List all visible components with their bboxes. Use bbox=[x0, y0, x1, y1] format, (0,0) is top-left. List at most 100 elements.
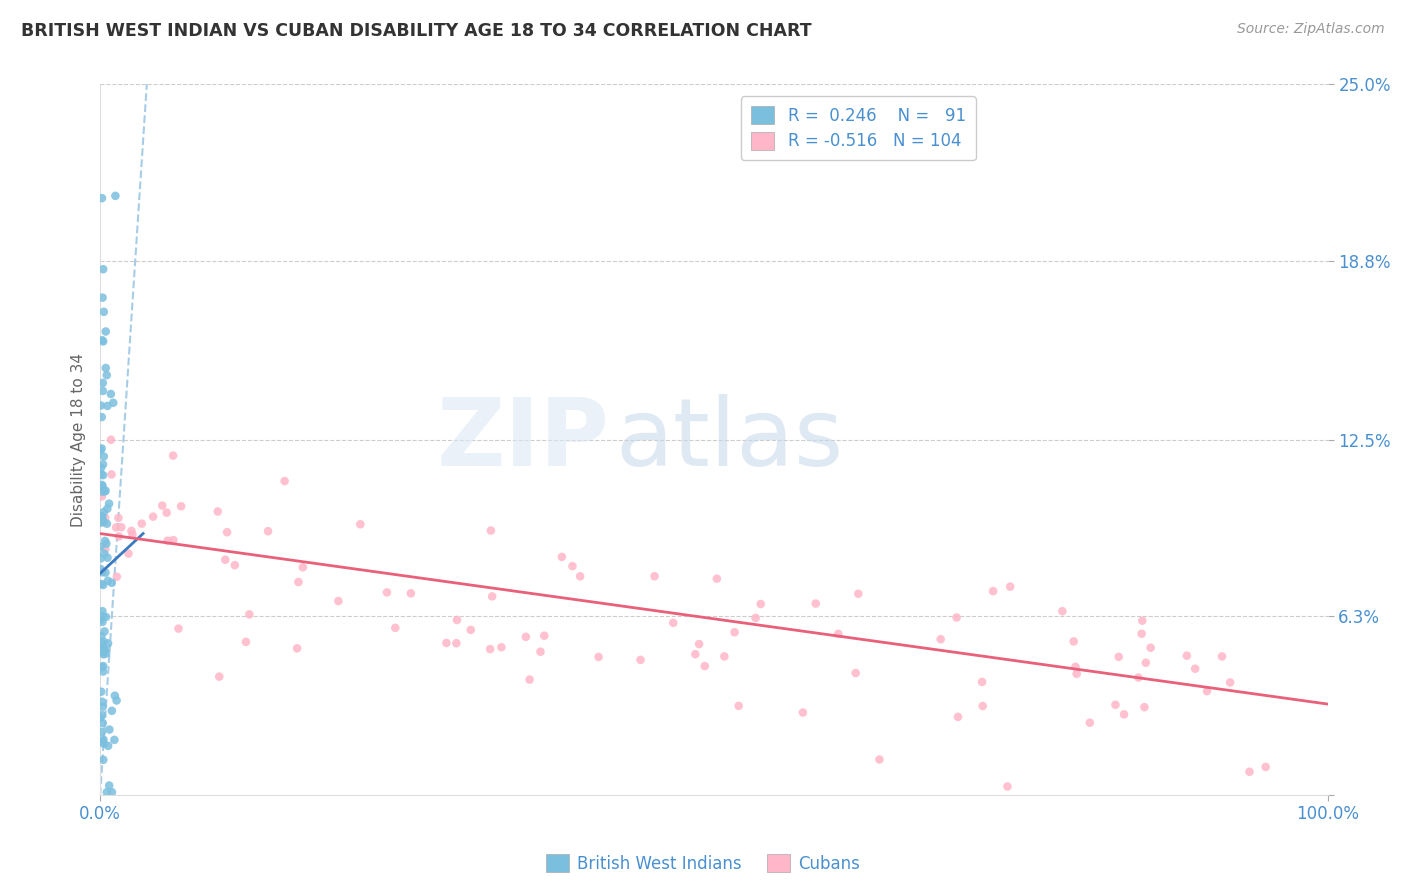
Point bbox=[94, 533, 117, 548]
Point bbox=[131, 516, 153, 531]
Point bbox=[91, 708, 114, 723]
Point bbox=[91, 699, 114, 714]
Point bbox=[1108, 649, 1130, 664]
Point bbox=[375, 585, 398, 599]
Point bbox=[519, 673, 541, 687]
Point bbox=[91, 334, 114, 349]
Point bbox=[94, 510, 117, 524]
Point bbox=[1211, 649, 1233, 664]
Point bbox=[90, 640, 112, 655]
Point bbox=[90, 509, 112, 524]
Point bbox=[100, 467, 122, 482]
Point bbox=[91, 458, 114, 472]
Text: atlas: atlas bbox=[616, 393, 844, 486]
Point bbox=[235, 635, 257, 649]
Point bbox=[551, 549, 574, 564]
Point bbox=[214, 553, 236, 567]
Point bbox=[120, 524, 142, 538]
Point bbox=[970, 674, 993, 689]
Point bbox=[1239, 764, 1261, 779]
Point bbox=[90, 613, 112, 627]
Point bbox=[207, 504, 229, 518]
Point bbox=[91, 609, 114, 624]
Point bbox=[93, 450, 115, 464]
Point bbox=[91, 641, 114, 656]
Point bbox=[91, 660, 114, 674]
Point bbox=[845, 666, 868, 681]
Point bbox=[1184, 662, 1206, 676]
Point bbox=[162, 533, 184, 547]
Point bbox=[90, 724, 112, 739]
Point bbox=[167, 622, 190, 636]
Point bbox=[1130, 626, 1153, 640]
Point bbox=[91, 376, 114, 390]
Point bbox=[91, 516, 114, 530]
Point bbox=[150, 499, 173, 513]
Point bbox=[688, 637, 710, 651]
Point bbox=[91, 510, 114, 524]
Point bbox=[91, 604, 114, 618]
Point bbox=[142, 509, 165, 524]
Point bbox=[91, 578, 114, 592]
Point bbox=[94, 325, 117, 339]
Point bbox=[1063, 634, 1085, 648]
Point bbox=[91, 716, 114, 731]
Point bbox=[1133, 700, 1156, 714]
Point bbox=[91, 615, 114, 629]
Point bbox=[291, 560, 314, 574]
Point bbox=[1254, 760, 1277, 774]
Point bbox=[997, 780, 1019, 794]
Point bbox=[98, 779, 121, 793]
Point bbox=[105, 520, 128, 534]
Point bbox=[90, 467, 112, 482]
Point bbox=[91, 291, 114, 305]
Point bbox=[96, 537, 118, 551]
Point bbox=[217, 525, 239, 540]
Point bbox=[97, 739, 120, 753]
Point bbox=[349, 517, 371, 532]
Point bbox=[97, 574, 120, 588]
Point bbox=[93, 484, 115, 499]
Point bbox=[104, 189, 127, 203]
Point bbox=[481, 590, 503, 604]
Legend: R =  0.246    N =   91, R = -0.516   N = 104: R = 0.246 N = 91, R = -0.516 N = 104 bbox=[741, 96, 976, 161]
Point bbox=[446, 636, 468, 650]
Point bbox=[100, 433, 122, 447]
Point bbox=[238, 607, 260, 622]
Text: ZIP: ZIP bbox=[437, 393, 610, 486]
Point bbox=[100, 575, 122, 590]
Point bbox=[749, 597, 772, 611]
Point bbox=[945, 610, 967, 624]
Point bbox=[89, 516, 111, 530]
Point bbox=[156, 533, 179, 548]
Point bbox=[108, 529, 131, 543]
Point bbox=[1175, 648, 1198, 663]
Point bbox=[96, 516, 118, 531]
Point bbox=[224, 558, 246, 573]
Point bbox=[97, 636, 120, 650]
Point bbox=[479, 524, 502, 538]
Point bbox=[91, 478, 114, 492]
Point bbox=[91, 262, 114, 277]
Point bbox=[91, 695, 114, 709]
Point bbox=[91, 753, 114, 767]
Point bbox=[107, 511, 129, 525]
Point bbox=[90, 684, 112, 698]
Point bbox=[90, 399, 112, 413]
Point bbox=[94, 610, 117, 624]
Point bbox=[723, 625, 745, 640]
Point bbox=[91, 565, 114, 579]
Point bbox=[94, 361, 117, 376]
Point bbox=[96, 785, 118, 799]
Point bbox=[91, 566, 114, 580]
Point bbox=[96, 501, 118, 516]
Point bbox=[94, 643, 117, 657]
Point bbox=[101, 785, 124, 799]
Point bbox=[727, 698, 749, 713]
Point bbox=[89, 540, 111, 554]
Point bbox=[479, 642, 502, 657]
Point bbox=[434, 636, 457, 650]
Point bbox=[384, 621, 406, 635]
Point bbox=[1112, 707, 1135, 722]
Point bbox=[1139, 640, 1161, 655]
